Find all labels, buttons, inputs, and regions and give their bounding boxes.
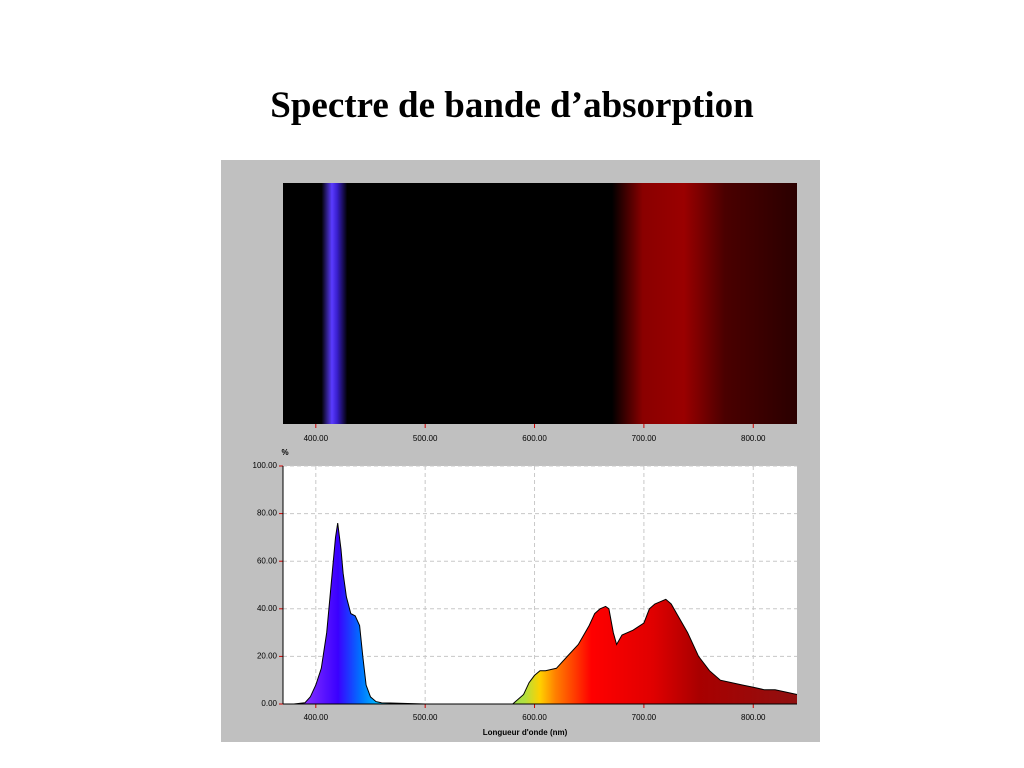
- x-tick-label: 600.00: [522, 713, 547, 722]
- y-axis-label: %: [281, 448, 288, 457]
- slide-title: Spectre de bande d’absorption: [270, 85, 754, 126]
- y-tick-label: 0.00: [261, 699, 277, 708]
- x-tick-label: 700.00: [632, 434, 657, 443]
- x-tick-label: 500.00: [413, 434, 438, 443]
- y-tick-label: 60.00: [257, 556, 278, 565]
- spectrum-line: [283, 523, 798, 705]
- x-tick-label: 500.00: [413, 713, 438, 722]
- plot-area: [283, 466, 797, 704]
- y-tick-label: 80.00: [257, 509, 278, 518]
- y-tick-label: 100.00: [253, 461, 278, 470]
- x-tick-label: 800.00: [741, 434, 766, 443]
- x-tick-label: 700.00: [632, 713, 657, 722]
- x-axis-label: Longueur d'onde (nm): [483, 728, 568, 737]
- spectrum-image: [283, 183, 797, 424]
- x-tick-label: 800.00: [741, 713, 766, 722]
- spectrum-area: [283, 523, 797, 704]
- x-tick-label: 400.00: [304, 434, 329, 443]
- y-tick-label: 40.00: [257, 604, 278, 613]
- x-tick-label: 400.00: [304, 713, 329, 722]
- y-tick-label: 20.00: [257, 652, 278, 661]
- x-tick-label: 600.00: [522, 434, 547, 443]
